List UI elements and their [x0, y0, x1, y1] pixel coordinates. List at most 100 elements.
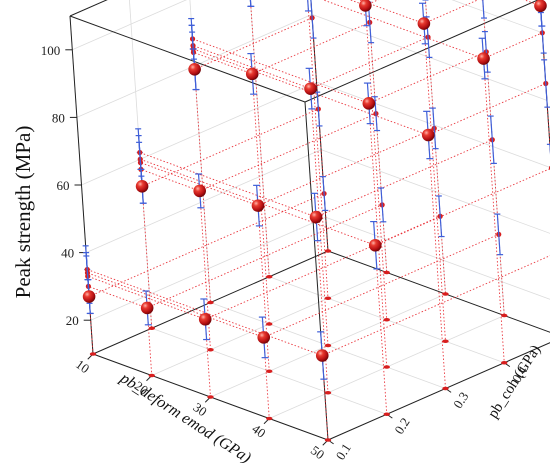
floor-projection-marker [501, 313, 508, 318]
drop-line-side-wall [139, 152, 317, 218]
frame-edge [304, 101, 329, 441]
drop-line-floor [364, 5, 388, 320]
x-axis-label: pb_deform emod (GPa) [116, 369, 254, 467]
drop-line-back-wall [315, 139, 493, 218]
drop-line-floor [141, 186, 153, 329]
drop-line-back-wall [310, 36, 429, 90]
y-tick-label: 0.3 [450, 389, 471, 411]
drop-line-floor [540, 5, 550, 153]
drop-line-back-wall [368, 51, 487, 104]
back-wall-error-bar [543, 59, 548, 108]
data-point-sphere [188, 62, 201, 76]
drop-line-back-wall [322, 255, 550, 356]
drop-line-back-wall [252, 21, 370, 75]
floor-projection-marker [383, 270, 390, 275]
drop-line-floor [310, 88, 329, 346]
back-wall-error-bar [490, 116, 495, 164]
data-point-sphere [198, 312, 212, 326]
drop-line-back-wall [375, 168, 550, 246]
back-wall-grid-x [539, 0, 550, 152]
data-points [82, 0, 547, 380]
floor-projection-marker [324, 249, 332, 253]
data-point-sphere [359, 0, 372, 12]
drop-line-floor [88, 296, 94, 355]
drop-line-floor [315, 216, 329, 393]
data-point-sphere [140, 301, 154, 315]
back-wall-error-bar [496, 214, 501, 255]
z-axis-label: Peak strength (MPa) [11, 126, 35, 299]
data-point-sphere [362, 97, 376, 110]
drop-line-back-wall [428, 83, 546, 136]
z-tick-label: 60 [57, 178, 70, 193]
data-point-sphere [477, 52, 490, 65]
y-tick-label: 0.1 [333, 441, 354, 463]
data-point-sphere [421, 128, 435, 142]
drop-line-back-wall [146, 204, 383, 309]
data-point-sphere [304, 82, 317, 95]
drop-line-floor [423, 23, 446, 342]
floor-projection-marker [383, 317, 390, 322]
floor-projection-marker [442, 386, 449, 391]
drop-line-back-wall [263, 233, 499, 338]
side-wall-grid-z [72, 0, 187, 51]
back-wall-error-bar [322, 176, 326, 211]
drop-line-floor [482, 0, 505, 316]
floor-projection-marker [266, 274, 273, 279]
frame-edge [69, 15, 306, 103]
frame-edge [304, 0, 539, 103]
floor-projection-marker [266, 416, 273, 421]
floor-projection-marker [324, 343, 332, 348]
floor-projection-marker [148, 326, 155, 331]
drop-line-floor [257, 205, 270, 372]
data-point-sphere [193, 184, 206, 198]
drop-line-floor [307, 0, 329, 299]
drop-line-side-wall [192, 38, 369, 104]
back-wall-error-bar [316, 92, 321, 126]
drop-line-back-wall [423, 0, 479, 24]
drop-line-back-wall [365, 0, 379, 6]
drop-line-floor [204, 319, 211, 398]
drop-line-back-wall [141, 108, 319, 187]
drop-line-side-wall [193, 51, 253, 75]
floor-projection-marker [207, 395, 214, 399]
frame-edge [539, 0, 550, 154]
data-point-sphere [368, 238, 382, 252]
floor-projection-marker [442, 339, 449, 344]
data-point-sphere [245, 67, 259, 81]
back-wall-grid-z [451, 0, 543, 34]
back-wall-error-bar [438, 195, 443, 237]
x-tick-label: 10 [73, 356, 92, 376]
frame-edge [69, 0, 108, 17]
drop-line-floor [427, 134, 446, 389]
back-wall-grid-z [316, 81, 550, 168]
x-tick-label: 40 [249, 421, 268, 441]
data-point-sphere [135, 179, 149, 193]
z-tick-label: 100 [41, 43, 61, 58]
back-wall-error-bar [432, 108, 437, 149]
floor-projection-marker [324, 296, 332, 301]
floor-projection-marker [207, 347, 214, 352]
data-point-sphere [534, 0, 547, 13]
drop-line-floor [483, 58, 505, 363]
y-axis-label: pb_coh (GPa) [485, 342, 544, 421]
back-wall-grid-z [320, 149, 550, 234]
drop-line-side-wall [349, 0, 366, 6]
floor-projection-marker [324, 390, 332, 395]
error-bar [307, 0, 310, 11]
frame-edge [327, 250, 550, 333]
floor-projection-marker [207, 300, 214, 305]
drop-line-side-wall [140, 168, 200, 192]
drop-line-side-wall [358, 0, 425, 24]
drop-line-side-wall [88, 285, 148, 309]
data-point-sphere [82, 290, 96, 303]
x-tick-label: 50 [308, 442, 327, 462]
back-wall-error-bar [482, 0, 485, 19]
data-point-sphere [315, 349, 329, 362]
floor-projection-marker [266, 322, 273, 326]
floor-grid-y [327, 250, 550, 333]
floor-projection-marker [383, 365, 390, 369]
drop-line-back-wall [199, 113, 377, 192]
back-wall-error-bar [380, 187, 384, 222]
drop-line-back-wall [88, 193, 325, 297]
